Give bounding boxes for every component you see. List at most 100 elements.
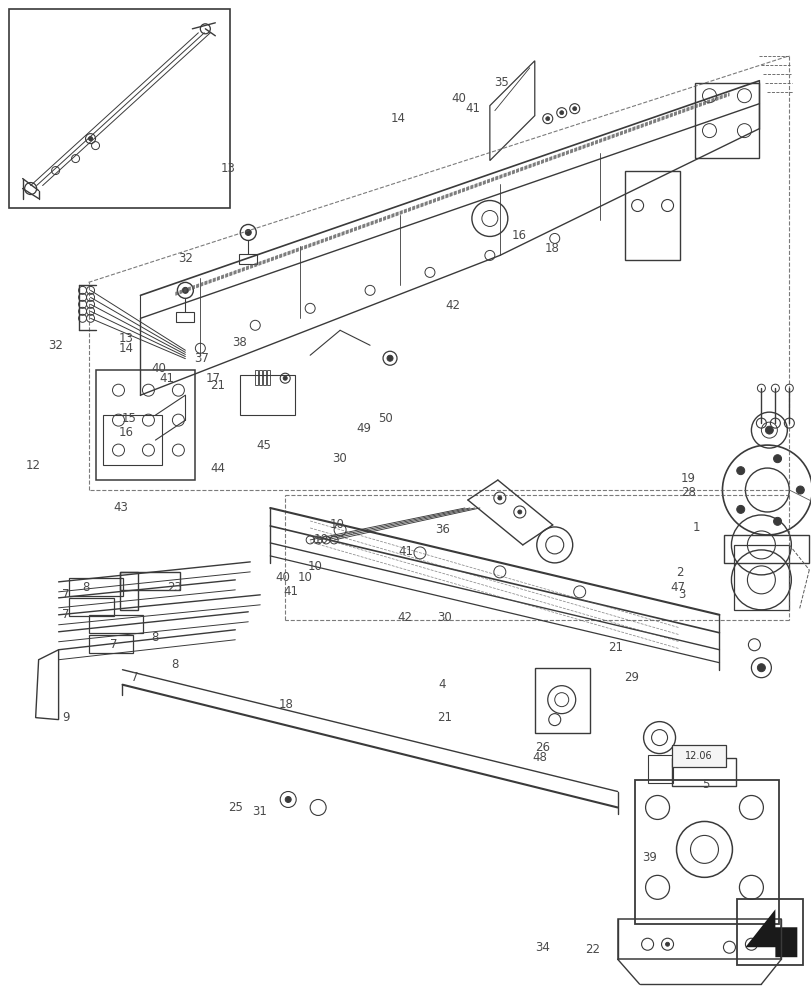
Bar [176,312,194,322]
Text: 48: 48 [532,751,547,764]
Text: 8: 8 [82,581,89,594]
Text: 23: 23 [167,581,182,594]
Text: 19: 19 [680,472,695,485]
Bar [88,635,133,653]
Bar [624,171,679,260]
Text: 42: 42 [445,299,460,312]
Bar [723,535,809,563]
Text: 18: 18 [278,698,293,711]
Text: 15: 15 [121,412,136,425]
Text: 21: 21 [437,711,452,724]
Bar [267,370,270,385]
Text: 28: 28 [680,486,695,499]
Text: 44: 44 [210,462,225,475]
Bar [255,370,258,385]
Bar [102,415,162,465]
Text: 30: 30 [332,452,346,465]
Text: 13: 13 [118,332,134,345]
Text: 12: 12 [26,459,41,472]
Text: 32: 32 [178,252,193,265]
Text: 41: 41 [159,372,174,385]
Polygon shape [744,909,796,957]
Bar [120,572,139,610]
Bar [88,615,144,633]
Text: 21: 21 [210,379,225,392]
Text: 8: 8 [171,658,178,671]
Circle shape [517,510,521,514]
Text: 32: 32 [49,339,63,352]
Text: 7: 7 [62,608,69,621]
Circle shape [572,107,576,111]
Text: 3: 3 [677,588,684,601]
Text: 42: 42 [397,611,411,624]
Circle shape [736,505,744,513]
Circle shape [773,517,781,525]
Circle shape [387,355,393,361]
Text: 7: 7 [62,588,69,601]
Bar [534,668,589,733]
Text: 31: 31 [252,805,267,818]
Text: 10: 10 [307,560,322,573]
Bar [9,9,230,208]
Circle shape [497,496,501,500]
Text: 21: 21 [607,641,622,654]
Circle shape [773,455,781,463]
Text: 14: 14 [390,112,405,125]
Circle shape [757,664,765,672]
Text: 25: 25 [228,801,243,814]
Text: 49: 49 [356,422,371,435]
Text: 4: 4 [438,678,446,691]
Bar [240,375,295,415]
Text: 14: 14 [118,342,134,355]
Text: 5: 5 [702,778,709,791]
Circle shape [665,942,669,946]
Text: 18: 18 [544,242,559,255]
Bar [733,545,788,610]
Text: 10: 10 [329,518,344,531]
Circle shape [736,467,744,475]
Text: 41: 41 [398,545,413,558]
Text: 40: 40 [275,571,290,584]
Bar [68,578,123,596]
Text: 16: 16 [118,426,134,439]
Bar [96,370,195,480]
Text: 1: 1 [692,521,699,534]
Bar [239,254,257,264]
Text: 17: 17 [205,372,221,385]
Bar [259,370,262,385]
Bar [634,780,779,924]
Text: 40: 40 [451,92,466,105]
Text: 7: 7 [131,671,138,684]
Text: 35: 35 [494,76,508,89]
Text: 40: 40 [151,362,166,375]
Bar [693,83,758,158]
Text: 16: 16 [512,229,526,242]
Text: 22: 22 [584,943,599,956]
Text: 8: 8 [151,631,158,644]
Text: 10: 10 [297,571,311,584]
Circle shape [88,137,92,141]
Text: 10: 10 [313,533,328,546]
Circle shape [765,426,772,434]
Bar [263,370,266,385]
Text: 29: 29 [623,671,638,684]
Text: 7: 7 [110,638,118,651]
Circle shape [285,796,291,802]
Text: 45: 45 [256,439,271,452]
Text: 43: 43 [113,501,128,514]
Text: 38: 38 [232,336,247,349]
Bar [647,755,672,783]
Text: 41: 41 [283,585,298,598]
Text: 26: 26 [534,741,549,754]
Circle shape [182,287,188,293]
Bar [671,745,726,767]
Text: 36: 36 [435,523,449,536]
Circle shape [283,376,287,380]
Text: 12.06: 12.06 [684,751,711,761]
Circle shape [545,117,549,121]
Bar [736,899,802,965]
Circle shape [796,486,804,494]
Text: 34: 34 [534,941,549,954]
Text: 9: 9 [62,711,69,724]
Text: 50: 50 [378,412,393,425]
